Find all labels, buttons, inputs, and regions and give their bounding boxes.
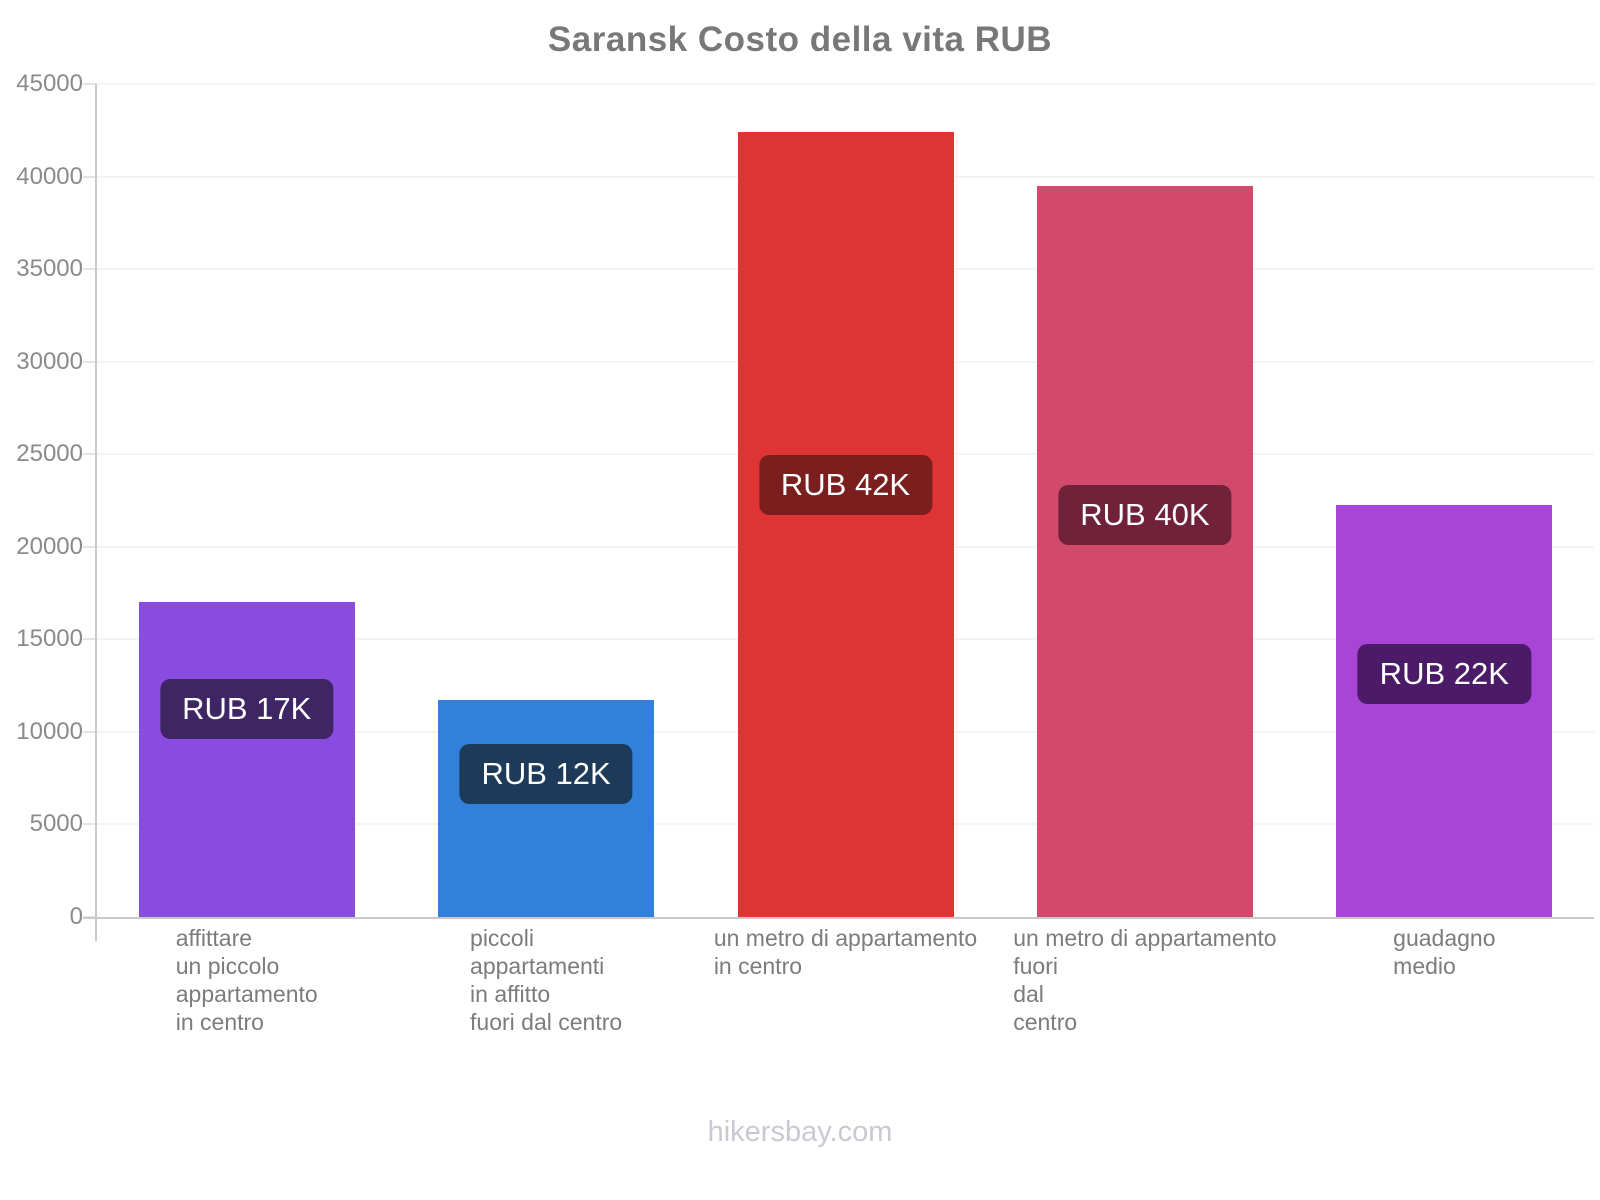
bar-value-badge: RUB 42K [758, 455, 933, 516]
x-axis-label-text: piccoli appartamenti in affitto fuori dal c… [470, 925, 623, 1035]
y-axis-tick-label: 30000 [16, 347, 83, 375]
bar[interactable]: RUB 42K [737, 132, 954, 917]
x-axis-label-text: un metro di appartamento fuori dal centro [1013, 925, 1277, 1035]
x-axis-label-text: un metro di appartamento in centro [713, 925, 978, 979]
x-axis-label-text: guadagno medio [1393, 925, 1496, 979]
plot-area: RUB 17K RUB 12K RUB 42K RUB 40K RUB 22K [83, 83, 1594, 941]
y-tick [83, 83, 97, 85]
bar-value-badge: RUB 17K [160, 679, 334, 740]
watermark: hikersbay.com [707, 1116, 893, 1148]
y-axis-tick-label: 35000 [16, 255, 83, 283]
chart-title: Saransk Costo della vita RUB [547, 20, 1053, 59]
y-axis: 0 5000 10000 15000 20000 25000 30000 35000 40000… [0, 70, 83, 930]
x-axis-label: guadagno medio [1295, 924, 1594, 1036]
y-axis-tick-label: 15000 [16, 625, 83, 653]
bar-value-badge: RUB 12K [459, 744, 633, 805]
y-tick [83, 823, 97, 826]
x-axis-label: affittare un piccolo appartamento in centro [97, 924, 396, 1036]
y-axis-tick-label: 0 [69, 903, 83, 930]
y-axis-tick-label: 40000 [16, 162, 83, 190]
x-axis: affittare un piccolo appartamento in centro… [97, 924, 1594, 1036]
y-axis-tick-label: 45000 [16, 70, 83, 97]
x-axis-label: un metro di appartamento in centro [696, 924, 995, 1036]
y-axis-tick-label: 25000 [16, 440, 83, 468]
x-axis-label: un metro di appartamento fuori dal centro [995, 924, 1294, 1036]
bar-value-badge: RUB 22K [1357, 644, 1531, 704]
bar[interactable]: RUB 40K [1036, 185, 1253, 917]
y-tick [83, 730, 97, 733]
y-tick [83, 545, 97, 548]
x-axis-line [83, 917, 1594, 919]
x-axis-label-text: affittare un piccolo appartamento in centro [175, 925, 318, 1035]
y-tick [83, 360, 97, 363]
y-axis-line [95, 84, 97, 941]
y-tick [83, 638, 97, 641]
bar-value-badge: RUB 40K [1058, 484, 1232, 545]
y-axis-tick-label: 20000 [16, 532, 83, 560]
y-tick [83, 453, 97, 456]
bar[interactable]: RUB 12K [438, 700, 655, 917]
x-axis-label: piccoli appartamenti in affitto fuori dal c… [396, 924, 695, 1036]
y-tick [83, 175, 97, 178]
y-axis-tick-label: 10000 [16, 717, 83, 745]
bar[interactable]: RUB 17K [138, 602, 355, 917]
y-tick [83, 268, 97, 271]
gridline [97, 83, 1594, 85]
bar[interactable]: RUB 22K [1336, 505, 1553, 917]
y-axis-tick-label: 5000 [29, 810, 83, 838]
